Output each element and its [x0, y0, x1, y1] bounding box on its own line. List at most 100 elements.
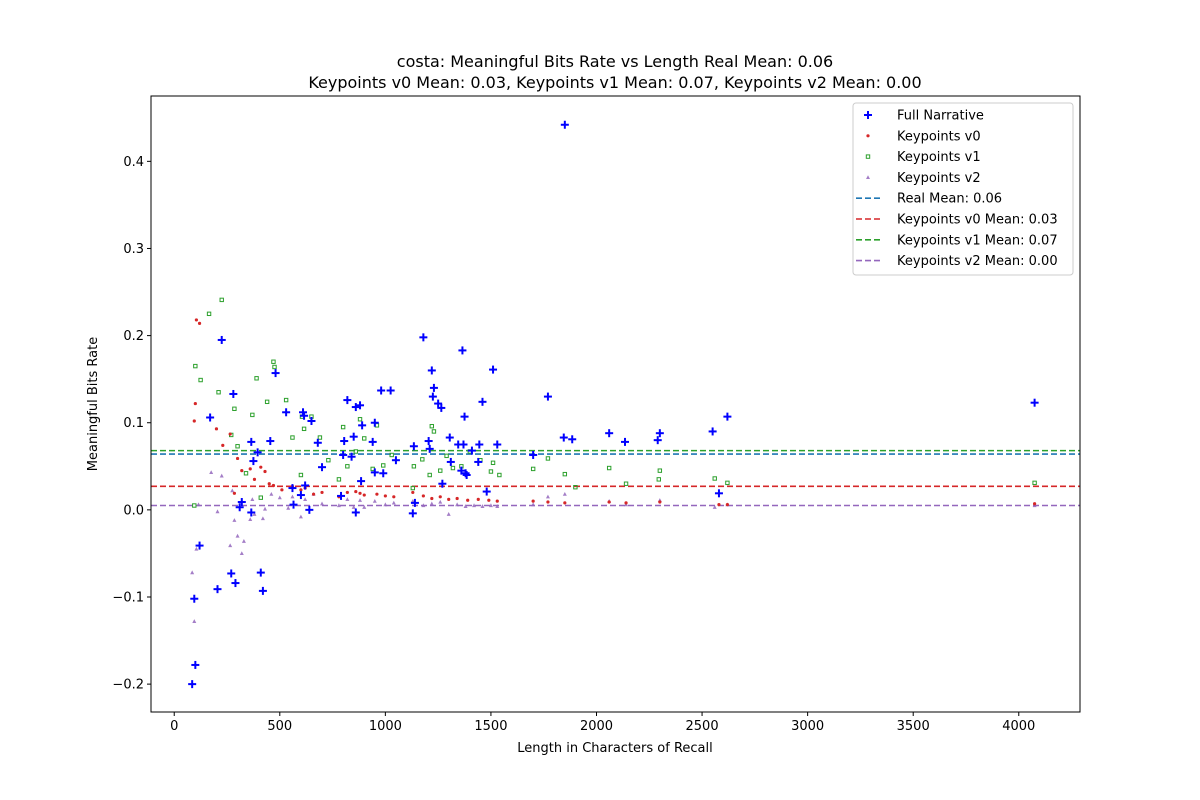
full-narrative-point [313, 438, 322, 447]
keypoints-v0-point [228, 432, 232, 436]
mean-lines [151, 449, 1080, 507]
keypoints-v0-point [354, 489, 358, 494]
keypoints-v1-point [243, 471, 249, 476]
keypoints-v1-point [389, 452, 394, 458]
legend-box [852, 102, 1074, 276]
y-tick-label: 0.3 [123, 242, 144, 257]
full-narrative-point [437, 403, 446, 412]
keypoints-v2-point [391, 500, 396, 505]
keypoints-v0-point [717, 503, 721, 507]
full-narrative-point [217, 335, 226, 344]
full-narrative-point [195, 541, 204, 550]
full-narrative-point [347, 452, 356, 461]
legend-marker-keypoints-v2 [866, 175, 870, 179]
keypoints-v2-point [277, 495, 282, 500]
keypoints-v1-point [219, 297, 224, 303]
keypoints-v2-point [438, 499, 443, 504]
full-narrative-point [213, 585, 222, 594]
full-narrative-point [300, 411, 309, 420]
keypoints-v0-point [192, 419, 196, 423]
keypoints-v0-point [280, 488, 284, 492]
keypoints-v1-point [490, 460, 496, 466]
full-narrative-point [289, 500, 298, 509]
keypoints-v0-point [358, 491, 362, 495]
legend-label-mean: Keypoints v1 Mean: 0.07 [897, 233, 1058, 248]
keypoints-v1-point [192, 503, 197, 508]
keypoints-v0-point [531, 499, 535, 503]
full-narrative-point [419, 333, 428, 342]
keypoints-v2-point [298, 514, 303, 519]
keypoints-v2-point [463, 504, 468, 508]
full-narrative-point [229, 389, 238, 398]
full-narrative-point [305, 505, 314, 514]
keypoints-v2-point [230, 488, 235, 493]
full-narrative-point [191, 660, 200, 669]
full-narrative-point [408, 509, 417, 518]
x-tick-label: 2000 [580, 719, 613, 734]
keypoints-v0-point [411, 490, 415, 495]
keypoints-v0-point [252, 477, 257, 481]
keypoints-v1-point [450, 465, 456, 471]
keypoints-v0-point [383, 494, 387, 498]
full-narrative-point [543, 392, 552, 401]
keypoints-v2-point [495, 504, 500, 508]
keypoints-v2-point [263, 506, 268, 511]
keypoints-v0-point [1033, 502, 1037, 506]
keypoints-v1-point [656, 477, 661, 482]
full-narrative-point [368, 437, 377, 446]
keypoints-v2-point [190, 570, 195, 575]
keypoints-v2-point [712, 505, 717, 509]
keypoints-v1-point [362, 436, 367, 441]
keypoints-v0-point [259, 465, 263, 469]
y-tick-label: −0.2 [112, 678, 144, 693]
keypoints-v2-point [562, 491, 567, 496]
full-narrative-point [288, 484, 297, 493]
keypoints-v0-point [476, 497, 480, 502]
keypoints-v1-point [353, 449, 359, 454]
keypoints-v0-point [495, 499, 499, 503]
keypoints-v2-point [320, 501, 325, 506]
keypoints-v2-point [260, 516, 265, 521]
full-narrative-point [343, 396, 352, 405]
keypoints-v1-point [573, 485, 578, 490]
keypoints-v0-point [221, 443, 225, 447]
x-tick-label: 4000 [1002, 719, 1035, 734]
full-narrative-point [307, 416, 316, 425]
keypoints-v1-point [235, 444, 240, 449]
keypoints-v2-point [372, 498, 377, 503]
y-axis: −0.2 −0.1 0.0 0.1 0.2 0.3 0.4 [112, 155, 151, 693]
full-narrative-point [568, 435, 577, 444]
keypoints-v2-point [215, 509, 220, 514]
full-narrative-point [357, 477, 366, 486]
full-narrative-point [266, 437, 275, 446]
keypoints-v0-point [421, 494, 425, 498]
legend-label-keypoints-v1: Keypoints v1 [897, 150, 981, 165]
keypoints-v1-point [254, 376, 259, 381]
keypoints-v0-point [455, 496, 459, 501]
full-narrative-point [723, 412, 732, 421]
full-narrative-point [351, 403, 360, 412]
keypoints-v0-point [375, 492, 379, 496]
legend-label-keypoints-v0: Keypoints v0 [897, 129, 981, 144]
full-narrative-point [560, 120, 569, 129]
keypoints-v2-point [248, 517, 253, 522]
keypoints-v2-point [252, 512, 257, 516]
full-narrative-point [438, 479, 447, 488]
full-narrative-point [249, 457, 258, 466]
legend-label-full-narrative: Full Narrative [897, 109, 984, 124]
full-narrative-point [301, 481, 310, 490]
keypoints-v0-point [311, 492, 316, 496]
full-narrative-point [296, 491, 305, 500]
keypoints-v0-point [214, 427, 219, 431]
full-narrative-point [605, 429, 614, 438]
keypoints-v0-point [430, 496, 434, 501]
keypoints-v0-point [232, 491, 236, 495]
full-narrative-point [379, 469, 388, 478]
full-narrative-point [206, 413, 215, 422]
keypoints-v1-point [193, 363, 198, 369]
full-narrative-point [410, 498, 419, 507]
x-axis: 0 500 1000 1500 2000 2500 3000 3500 4000 [170, 712, 1035, 734]
full-narrative-point [256, 568, 265, 577]
keypoints-v2-point [194, 546, 199, 551]
